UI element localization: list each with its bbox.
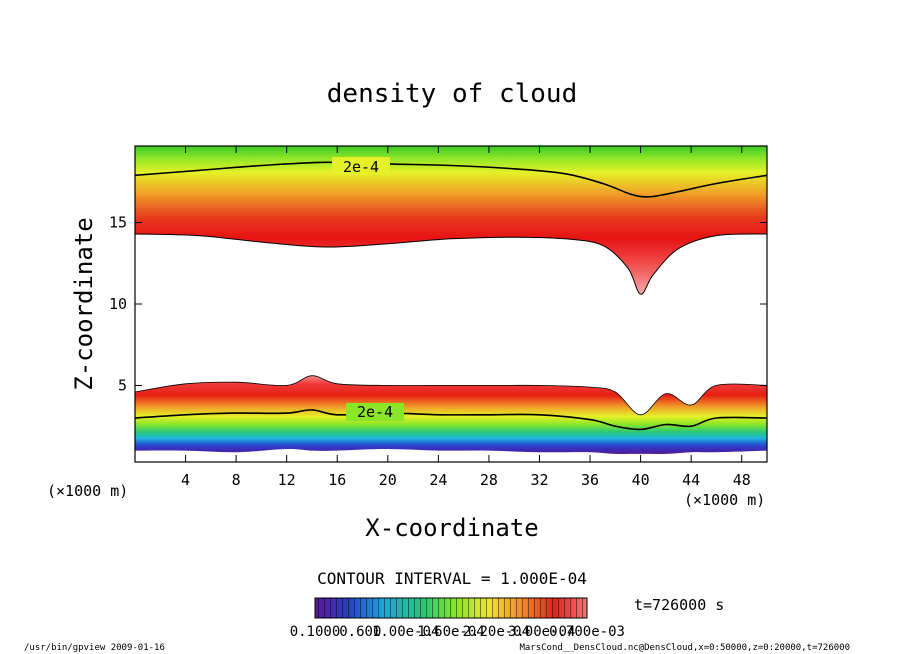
colorbar-tick-label: 3.00e-04 <box>508 624 575 640</box>
x-tick-label: 8 <box>232 471 241 489</box>
lower-layer-edge-contour <box>135 375 767 416</box>
x-unit-label-left: (×1000 m) <box>47 482 128 500</box>
y-tick-label: 5 <box>118 376 127 394</box>
colorbar-tick-label: 0.700e-03 <box>549 624 625 640</box>
contour-label-lower-bg <box>346 403 404 421</box>
x-tick-label: 12 <box>278 471 296 489</box>
y-tick-label: 10 <box>109 295 127 313</box>
colorbar-tick-label: 0.600 <box>339 624 381 640</box>
x-tick-label: 40 <box>632 471 650 489</box>
chart-title: density of cloud <box>327 79 577 109</box>
x-tick-label: 32 <box>530 471 548 489</box>
colorbar-tick-labels: 0.10000.6001.00e-041.60e-042.20e-043.00e… <box>290 624 625 640</box>
colorbar-tick-label: 0.1000 <box>290 624 341 640</box>
colorbar-level-lines <box>315 598 587 618</box>
footer-right: MarsCond__DensCloud.nc@DensCloud,x=0:500… <box>519 643 850 653</box>
y-tick-label: 15 <box>109 214 127 232</box>
colorbar-tick-label: 1.00e-04 <box>372 624 439 640</box>
x-axis-ticks: 4 8 12 16 20 24 28 32 36 40 44 48 <box>181 146 751 489</box>
x-tick-label: 28 <box>480 471 498 489</box>
upper-cloud-layer <box>135 146 767 295</box>
y-axis-label: Z-coordinate <box>70 217 98 390</box>
x-axis-label: X-coordinate <box>365 514 538 542</box>
x-tick-label: 36 <box>581 471 599 489</box>
x-tick-label: 24 <box>429 471 447 489</box>
x-tick-label: 48 <box>733 471 751 489</box>
contour-label-upper: 2e-4 <box>343 158 379 176</box>
colorbar-tick-label: 2.20e-04 <box>463 624 530 640</box>
footer-left: /usr/bin/gpview 2009-01-16 <box>24 643 165 653</box>
upper-layer-edge-contour <box>135 233 767 295</box>
x-tick-label: 44 <box>682 471 700 489</box>
lower-2e-4-contour-line <box>135 409 767 431</box>
contour-label-upper-bg <box>332 157 390 175</box>
plot-area <box>135 146 767 462</box>
time-text: t=726000 s <box>634 596 724 614</box>
upper-2e-4-contour-line <box>135 161 767 198</box>
x-tick-label: 16 <box>328 471 346 489</box>
x-unit-label-right: (×1000 m) <box>684 491 765 509</box>
contour-label-lower: 2e-4 <box>357 403 393 421</box>
contour-interval-text: CONTOUR INTERVAL = 1.000E-04 <box>317 569 587 588</box>
x-tick-label: 20 <box>379 471 397 489</box>
colorbar-tick-label: 1.60e-04 <box>417 624 484 640</box>
y-axis-ticks: 5 10 15 <box>109 214 767 394</box>
x-tick-label: 4 <box>181 471 190 489</box>
